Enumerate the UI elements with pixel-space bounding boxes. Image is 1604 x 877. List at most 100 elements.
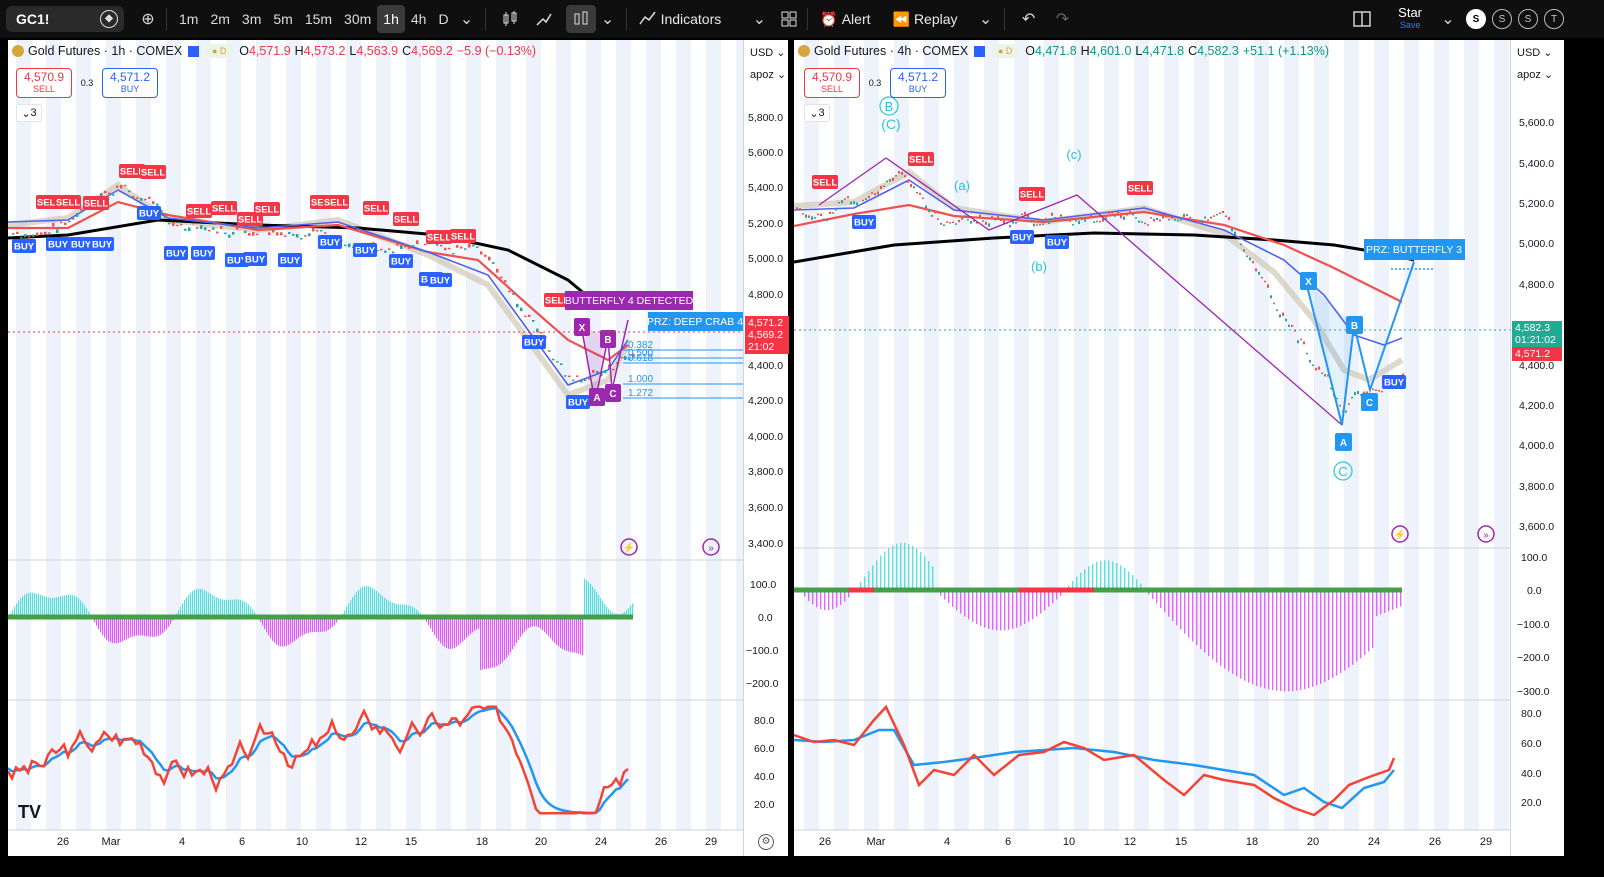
chevron-down-icon[interactable]: ⌄	[459, 11, 474, 28]
histogram-bar	[162, 617, 164, 634]
interval-3m[interactable]: 3m	[241, 11, 262, 27]
histogram-bar	[492, 617, 494, 668]
currency-select[interactable]: USD ⌄	[750, 47, 786, 59]
currency-select[interactable]: USD ⌄	[1517, 47, 1553, 59]
scale-mode-select[interactable]: apoz ⌄	[1517, 69, 1554, 81]
scale-mode-select[interactable]: apoz ⌄	[750, 69, 787, 81]
add-symbol-icon[interactable]: ⊕	[141, 11, 155, 28]
rsi-tick: 20.0	[1521, 797, 1542, 809]
chart-pane-4h[interactable]: SELL SELL SELL SELL BUY BUY BUY BUY X A B C PRZ: BU…	[794, 40, 1564, 856]
redo-icon[interactable]: ↷	[1055, 11, 1070, 28]
sell-button[interactable]: 4,570.9 SELL	[16, 68, 72, 98]
settings-gear-icon[interactable]: ⚙	[758, 834, 774, 850]
osc-tick: 100.0	[1521, 552, 1547, 564]
session-band	[1224, 40, 1239, 830]
histogram-bar	[94, 617, 96, 623]
sell-signal-box	[1019, 187, 1045, 201]
account-circle-s[interactable]: S	[1466, 9, 1486, 29]
scroll-right-icon[interactable]: »	[702, 538, 720, 556]
histogram-bar	[992, 590, 994, 630]
lightning-icon[interactable]: ⚡	[620, 538, 638, 556]
account-circle-s[interactable]: S	[1492, 9, 1512, 29]
replay-button[interactable]: ⏪ Replay	[887, 5, 964, 33]
candle	[1354, 392, 1356, 396]
histogram-bar	[628, 607, 630, 617]
histogram-bar	[248, 604, 250, 617]
candle	[408, 246, 411, 249]
chart-type-icon[interactable]	[565, 5, 596, 33]
sell-button[interactable]: 4,570.9 SELL	[804, 68, 860, 98]
session-band	[1194, 40, 1209, 830]
candle	[940, 222, 942, 225]
candle	[1120, 215, 1122, 219]
user-menu[interactable]: Star Save	[1398, 6, 1422, 31]
layout-icon[interactable]	[1350, 7, 1374, 31]
symbol-search[interactable]: GC1! ◆	[6, 6, 124, 32]
candles-icon[interactable]	[498, 7, 522, 31]
chevron-down-icon[interactable]: ⌄	[752, 11, 766, 28]
interval-5m[interactable]: 5m	[273, 11, 293, 27]
gold-coin-icon	[798, 45, 810, 57]
templates-icon[interactable]	[777, 7, 801, 31]
candle	[1219, 212, 1221, 214]
chart-pane-1h[interactable]: SELL SELL SELL SELL SELL SELL SELL SELL SELL SELL…	[8, 40, 789, 856]
histogram-bar	[204, 590, 206, 617]
candle	[24, 234, 27, 238]
buy-price: 4,571.2	[109, 70, 151, 84]
indicators-collapse-button[interactable]: ⌄ 3	[804, 104, 830, 122]
histogram-bar	[452, 617, 454, 649]
interval-15m[interactable]: 15m	[304, 11, 333, 27]
scroll-right-icon[interactable]: »	[1477, 525, 1495, 543]
candle	[172, 222, 175, 226]
lightning-icon[interactable]: ⚡	[1391, 525, 1409, 543]
interval-d[interactable]: D	[438, 11, 449, 27]
candle	[548, 350, 551, 352]
histogram-bar	[160, 617, 162, 635]
flag-icon[interactable]	[188, 45, 200, 57]
candle	[296, 234, 299, 238]
chart-title[interactable]: Gold Futures · 4h · COMEX	[814, 44, 969, 58]
histogram-bar	[234, 599, 236, 617]
interval-1m[interactable]: 1m	[179, 11, 199, 27]
undo-icon[interactable]: ↶	[1021, 11, 1036, 28]
price-scale[interactable]: USD ⌄ apoz ⌄ 5,600.0 5,400.0 5,200.0 5,0…	[1510, 40, 1564, 856]
session-band	[984, 40, 999, 830]
histogram-bar	[1196, 590, 1198, 646]
indicators-button[interactable]: Indicators	[633, 5, 728, 33]
chevron-down-icon[interactable]: ⌄	[978, 11, 993, 28]
histogram-bar	[466, 617, 468, 638]
histogram-bar	[318, 617, 320, 633]
flag-icon[interactable]	[974, 45, 986, 57]
indicators-collapse-button[interactable]: ⌄ 3	[16, 104, 42, 122]
alert-button[interactable]: ⏰ Alert	[814, 5, 876, 33]
high-value: 4,573.2	[303, 44, 346, 58]
interval-1h[interactable]: 1h	[377, 5, 405, 33]
diamond-icon[interactable]: ◆	[100, 10, 118, 28]
sell-signal: SELL	[186, 204, 212, 218]
histogram-bar	[1096, 562, 1098, 590]
chevron-down-icon[interactable]: ⌄	[600, 11, 615, 28]
interval-4h[interactable]: 4h	[410, 11, 427, 27]
save-label[interactable]: Save	[1399, 20, 1421, 30]
buy-button[interactable]: 4,571.2 BUY	[102, 68, 158, 98]
chart-canvas-4h[interactable]: SELL SELL SELL SELL BUY BUY BUY BUY X A B C PRZ: BU…	[794, 40, 1510, 856]
interval-2m[interactable]: 2m	[210, 11, 230, 27]
ma-20-line	[794, 179, 1403, 346]
histogram-bar	[194, 589, 196, 617]
interval-30m[interactable]: 30m	[344, 11, 372, 27]
wave-legs	[818, 157, 1343, 426]
buy-signal: BUY	[389, 254, 413, 268]
account-circle-s[interactable]: S	[1518, 9, 1538, 29]
account-circle-t[interactable]: T	[1544, 9, 1564, 29]
chart-title[interactable]: Gold Futures · 1h · COMEX	[28, 44, 183, 58]
sell-signal-label: SELL	[813, 178, 837, 189]
price-scale[interactable]: USD ⌄ apoz ⌄ 5,800.0 5,600.0 5,400.0 5,2…	[743, 40, 789, 856]
candle	[1255, 268, 1257, 272]
sell-signal: SELL	[1019, 187, 1045, 201]
candle	[1123, 216, 1125, 220]
chevron-down-icon[interactable]: ⌄	[1441, 11, 1455, 28]
histogram-bar	[1164, 590, 1166, 613]
buy-button[interactable]: 4,571.2 BUY	[890, 68, 946, 98]
compare-icon[interactable]	[532, 7, 556, 31]
